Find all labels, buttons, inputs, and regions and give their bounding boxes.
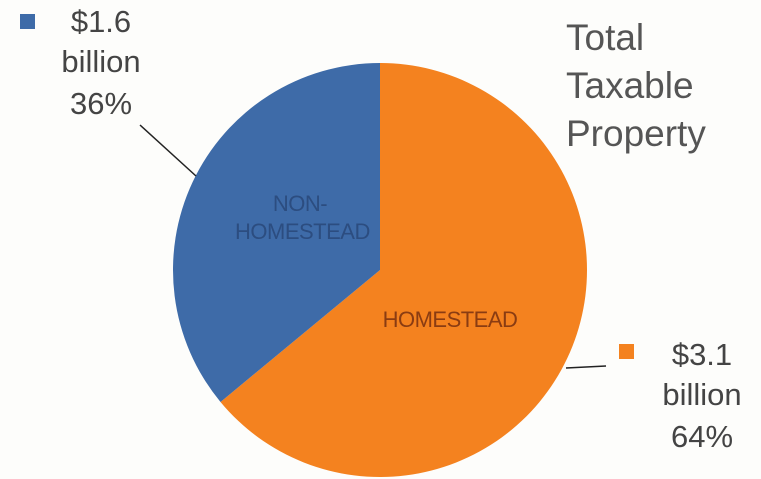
- category-label: HOMESTEAD: [382, 307, 518, 332]
- value-label: 36%: [69, 86, 133, 121]
- pie-slice: [172, 63, 380, 402]
- legend-swatch: [619, 344, 634, 359]
- leader-line: [139, 124, 197, 177]
- legend-swatch: [20, 14, 35, 29]
- chart-title: Total Taxable Property: [566, 17, 706, 154]
- value-label: 64%: [670, 419, 734, 454]
- pie-slice: [220, 63, 587, 478]
- amount-label: $3.1 billion: [662, 337, 742, 412]
- amount-label: $1.6 billion: [61, 4, 141, 79]
- leader-line: [565, 365, 607, 369]
- category-label: NON-HOMESTEAD: [235, 191, 370, 244]
